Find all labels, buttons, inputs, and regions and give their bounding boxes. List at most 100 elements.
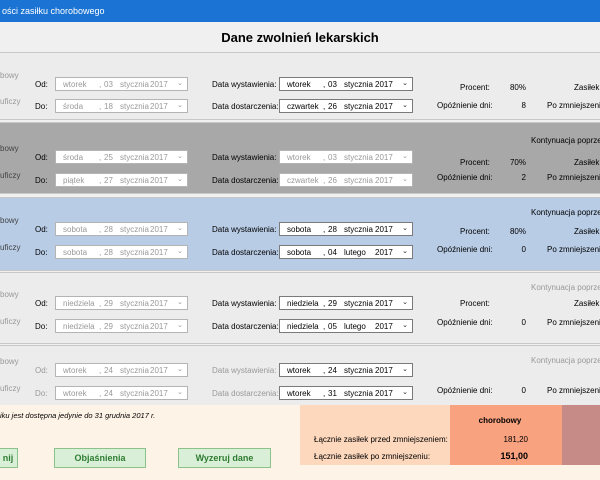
delivery-date-label: Data dostarczenia: bbox=[212, 389, 279, 398]
summary-box: Łącznie zasiłek przed zmniejszeniem: Łąc… bbox=[300, 405, 450, 465]
date-month: stycznia bbox=[344, 102, 373, 111]
date-day: 26 bbox=[328, 176, 337, 185]
date-year: 2017 bbox=[375, 225, 393, 234]
from-date-picker[interactable]: niedziela , 29 stycznia 2017 ⌄ bbox=[55, 296, 188, 310]
percent-label: Procent: bbox=[460, 299, 490, 308]
allowance-label: Zasiłek: bbox=[574, 83, 600, 92]
from-date-picker[interactable]: wtorek , 24 stycznia 2017 ⌄ bbox=[55, 363, 188, 377]
date-day: 18 bbox=[104, 102, 113, 111]
issue-date-picker[interactable]: niedziela , 29 stycznia 2017 ⌄ bbox=[279, 296, 413, 310]
chevron-down-icon[interactable]: ⌄ bbox=[402, 299, 408, 306]
chevron-down-icon[interactable]: ⌄ bbox=[402, 153, 408, 160]
date-month: stycznia bbox=[120, 322, 149, 331]
date-month: stycznia bbox=[344, 366, 373, 375]
percent-value: 80% bbox=[509, 227, 526, 236]
chevron-down-icon[interactable]: ⌄ bbox=[402, 102, 408, 109]
date-weekday: wtorek bbox=[287, 153, 311, 162]
date-year: 2017 bbox=[150, 153, 168, 162]
issue-date-picker[interactable]: wtorek , 03 stycznia 2017 ⌄ bbox=[279, 77, 413, 91]
reset-data-button[interactable]: Wyzeruj dane bbox=[178, 448, 271, 468]
issue-date-picker[interactable]: sobota , 28 stycznia 2017 ⌄ bbox=[279, 222, 413, 236]
to-date-picker[interactable]: niedziela , 29 stycznia 2017 ⌄ bbox=[55, 319, 188, 333]
chevron-down-icon[interactable]: ⌄ bbox=[177, 225, 183, 232]
date-weekday: czwartek bbox=[287, 176, 319, 185]
side-label-top: bowy bbox=[0, 71, 19, 80]
issue-date-label: Data wystawienia: bbox=[212, 299, 277, 308]
date-month: stycznia bbox=[344, 153, 373, 162]
chevron-down-icon[interactable]: ⌄ bbox=[177, 299, 183, 306]
delivery-date-picker[interactable]: niedziela , 05 lutego 2017 ⌄ bbox=[279, 319, 413, 333]
to-date-picker[interactable]: wtorek , 24 stycznia 2017 ⌄ bbox=[55, 386, 188, 400]
allowance-label: Zasiłek: bbox=[574, 299, 600, 308]
chevron-down-icon[interactable]: ⌄ bbox=[177, 176, 183, 183]
date-day: 28 bbox=[328, 225, 337, 234]
chevron-down-icon[interactable]: ⌄ bbox=[177, 248, 183, 255]
date-comma: , bbox=[323, 225, 326, 234]
date-month: stycznia bbox=[120, 80, 149, 89]
to-date-picker[interactable]: piątek , 27 stycznia 2017 ⌄ bbox=[55, 173, 188, 187]
delivery-date-picker[interactable]: sobota , 04 lutego 2017 ⌄ bbox=[279, 245, 413, 259]
to-date-picker[interactable]: sobota , 28 stycznia 2017 ⌄ bbox=[55, 245, 188, 259]
from-date-picker[interactable]: środa , 25 stycznia 2017 ⌄ bbox=[55, 150, 188, 164]
sick-leave-panel: bowy uficzy Od: Do: sobota , 28 stycznia… bbox=[0, 197, 600, 271]
chorobowy-column: chorobowy 181,20 151,00 bbox=[450, 405, 562, 465]
after-reduction-label: Po zmniejszeniu: bbox=[547, 173, 600, 182]
continuation-label: Kontynuacja poprzedni bbox=[531, 283, 600, 292]
chevron-down-icon[interactable]: ⌄ bbox=[402, 176, 408, 183]
delivery-date-picker[interactable]: wtorek , 31 stycznia 2017 ⌄ bbox=[279, 386, 413, 400]
date-weekday: sobota bbox=[63, 248, 88, 257]
date-comma: , bbox=[99, 248, 102, 257]
total-after-label: Łącznie zasiłek po zmniejszeniu: bbox=[314, 452, 431, 461]
chevron-down-icon[interactable]: ⌄ bbox=[177, 80, 183, 87]
chevron-down-icon[interactable]: ⌄ bbox=[402, 225, 408, 232]
date-comma: , bbox=[99, 225, 102, 234]
delivery-date-label: Data dostarczenia: bbox=[212, 176, 279, 185]
delivery-date-label: Data dostarczenia: bbox=[212, 248, 279, 257]
explanations-button[interactable]: Objaśnienia bbox=[54, 448, 146, 468]
date-day: 29 bbox=[104, 322, 113, 331]
date-comma: , bbox=[323, 153, 326, 162]
date-year: 2017 bbox=[375, 389, 393, 398]
delivery-date-label: Data dostarczenia: bbox=[212, 322, 279, 331]
issue-date-picker[interactable]: wtorek , 03 stycznia 2017 ⌄ bbox=[279, 150, 413, 164]
date-day: 04 bbox=[328, 248, 337, 257]
window-title: ości zasiłku chorobowego bbox=[2, 6, 105, 16]
chevron-down-icon[interactable]: ⌄ bbox=[177, 153, 183, 160]
chevron-down-icon[interactable]: ⌄ bbox=[402, 389, 408, 396]
side-label-top: bowy bbox=[0, 290, 19, 299]
issue-date-picker[interactable]: wtorek , 24 stycznia 2017 ⌄ bbox=[279, 363, 413, 377]
allowance-label: Zasiłek: bbox=[574, 158, 600, 167]
chevron-down-icon[interactable]: ⌄ bbox=[177, 366, 183, 373]
delay-value: 0 bbox=[521, 386, 526, 395]
date-day: 03 bbox=[104, 80, 113, 89]
chevron-down-icon[interactable]: ⌄ bbox=[177, 322, 183, 329]
date-comma: , bbox=[323, 80, 326, 89]
total-before-label: Łącznie zasiłek przed zmniejszeniem: bbox=[314, 435, 448, 444]
chevron-down-icon[interactable]: ⌄ bbox=[402, 322, 408, 329]
date-year: 2017 bbox=[150, 225, 168, 234]
side-label-top: bowy bbox=[0, 357, 19, 366]
delivery-date-picker[interactable]: czwartek , 26 stycznia 2017 ⌄ bbox=[279, 173, 413, 187]
chevron-down-icon[interactable]: ⌄ bbox=[402, 366, 408, 373]
issue-date-label: Data wystawienia: bbox=[212, 153, 277, 162]
from-label: Od: bbox=[35, 80, 48, 89]
chevron-down-icon[interactable]: ⌄ bbox=[177, 389, 183, 396]
date-weekday: wtorek bbox=[63, 366, 87, 375]
date-month: stycznia bbox=[120, 248, 149, 257]
date-year: 2017 bbox=[150, 248, 168, 257]
from-date-picker[interactable]: sobota , 28 stycznia 2017 ⌄ bbox=[55, 222, 188, 236]
left-button[interactable]: nij bbox=[0, 448, 18, 468]
chevron-down-icon[interactable]: ⌄ bbox=[402, 248, 408, 255]
date-day: 03 bbox=[328, 80, 337, 89]
date-day: 28 bbox=[104, 225, 113, 234]
side-label-bottom: uficzy bbox=[0, 317, 21, 326]
from-date-picker[interactable]: wtorek , 03 stycznia 2017 ⌄ bbox=[55, 77, 188, 91]
date-weekday: środa bbox=[63, 153, 84, 162]
chevron-down-icon[interactable]: ⌄ bbox=[177, 102, 183, 109]
delivery-date-picker[interactable]: czwartek , 26 stycznia 2017 ⌄ bbox=[279, 99, 413, 113]
date-weekday: piątek bbox=[63, 176, 85, 185]
date-day: 24 bbox=[328, 366, 337, 375]
to-date-picker[interactable]: środa , 18 stycznia 2017 ⌄ bbox=[55, 99, 188, 113]
delay-value: 8 bbox=[521, 101, 526, 110]
chevron-down-icon[interactable]: ⌄ bbox=[402, 80, 408, 87]
